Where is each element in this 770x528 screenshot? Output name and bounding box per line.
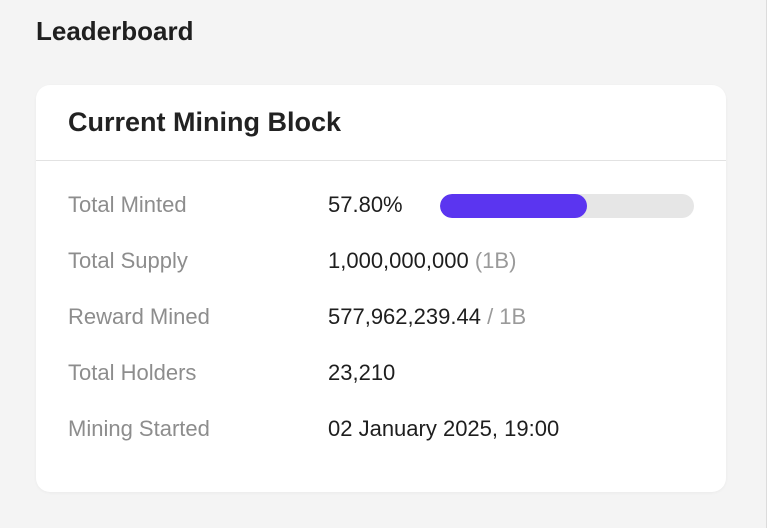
adjacent-panel-edge [767,0,770,528]
mining-started-label: Mining Started [68,416,210,441]
row-total-minted: Total Minted 57.80% [68,189,696,221]
card-header: Current Mining Block [36,85,726,161]
card-title: Current Mining Block [68,107,342,137]
total-supply-label: Total Supply [68,248,188,273]
total-minted-value: 57.80% [328,192,403,217]
minted-progress-fill [440,194,587,218]
section-title: Leaderboard [36,16,194,46]
mining-started-value: 02 January 2025, 19:00 [328,416,560,441]
row-total-holders: Total Holders 23,210 [68,357,696,389]
panel-divider [766,0,767,528]
total-supply-value: 1,000,000,000 [328,248,469,273]
row-total-supply: Total Supply 1,000,000,000 (1B) [68,245,696,277]
current-mining-block-card: Current Mining Block Total Minted 57.80%… [36,85,726,492]
total-minted-label: Total Minted [68,192,187,217]
row-mining-started: Mining Started 02 January 2025, 19:00 [68,413,696,445]
reward-mined-label: Reward Mined [68,304,210,329]
reward-mined-value-wrap: 577,962,239.44 / 1B [328,301,526,333]
minted-progress-bar [440,194,694,218]
total-holders-value: 23,210 [328,360,396,385]
total-holders-label: Total Holders [68,360,197,385]
row-reward-mined: Reward Mined 577,962,239.44 / 1B [68,301,696,333]
total-supply-value-wrap: 1,000,000,000 (1B) [328,245,516,277]
reward-mined-total: / 1B [487,304,527,329]
total-supply-short: (1B) [474,248,517,273]
reward-mined-value: 577,962,239.44 [328,304,481,329]
